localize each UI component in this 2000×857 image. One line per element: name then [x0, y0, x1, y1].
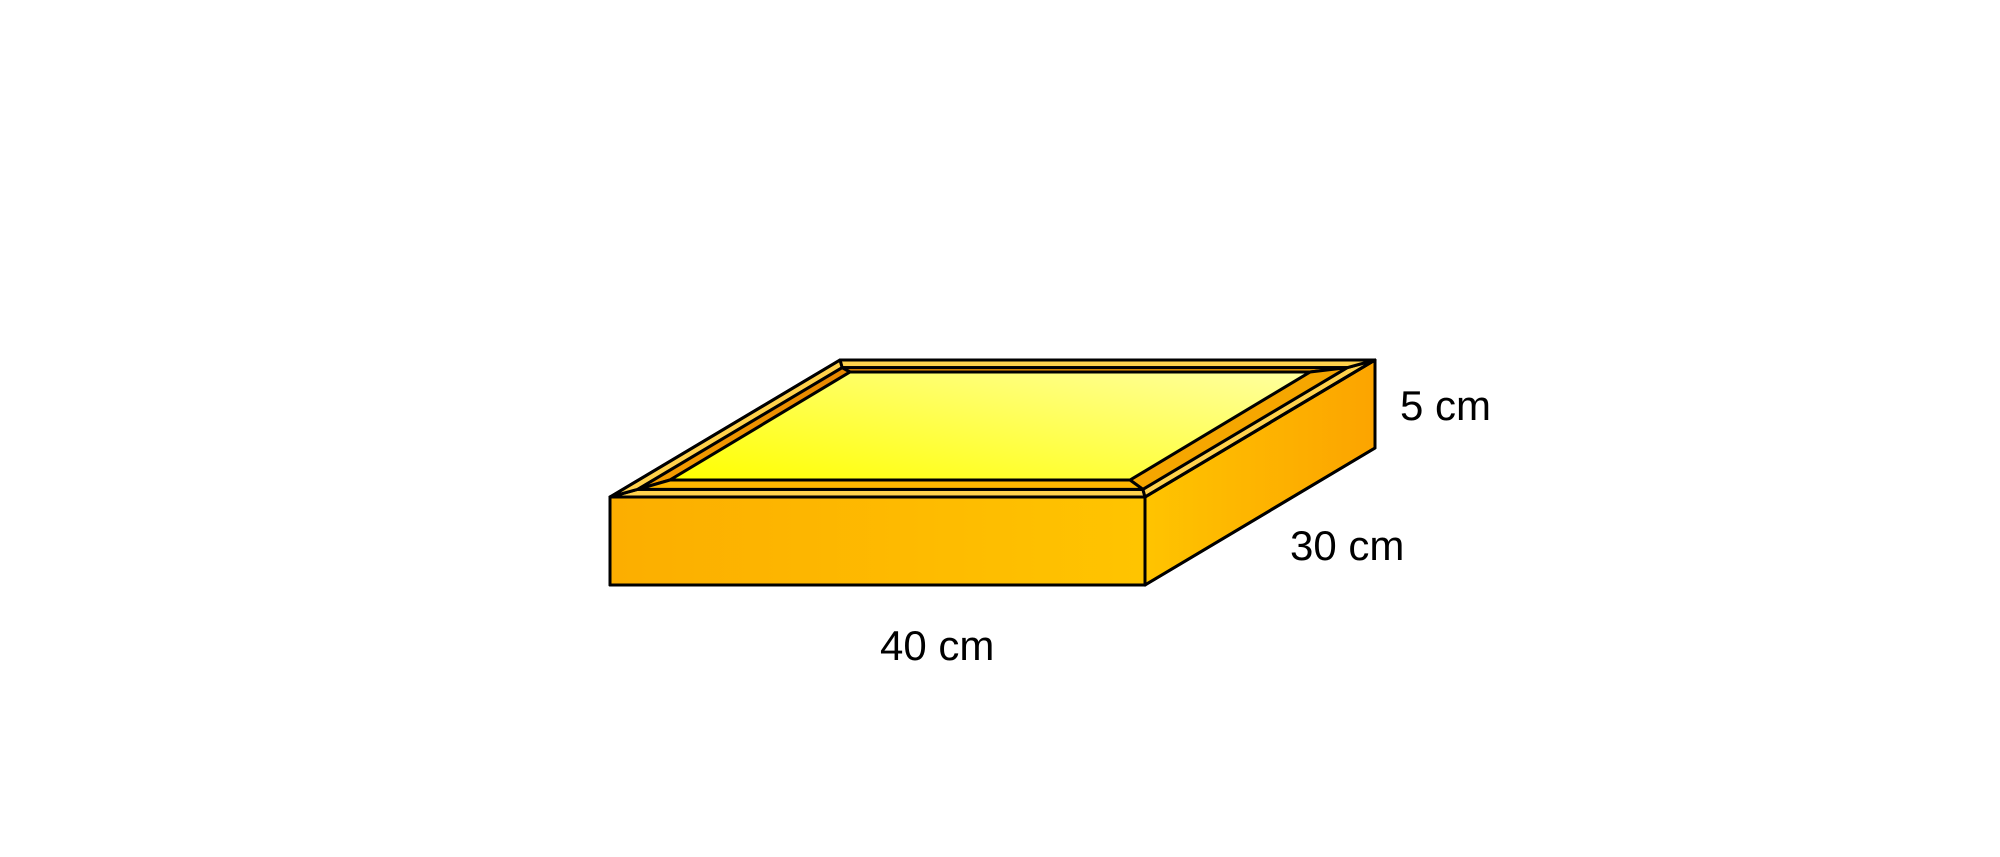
- open-box-diagram: 40 cm 30 cm 5 cm: [0, 0, 2000, 857]
- width-label: 30 cm: [1290, 522, 1404, 569]
- height-label: 5 cm: [1400, 382, 1491, 429]
- outer-front-face: [610, 497, 1145, 585]
- length-label: 40 cm: [880, 622, 994, 669]
